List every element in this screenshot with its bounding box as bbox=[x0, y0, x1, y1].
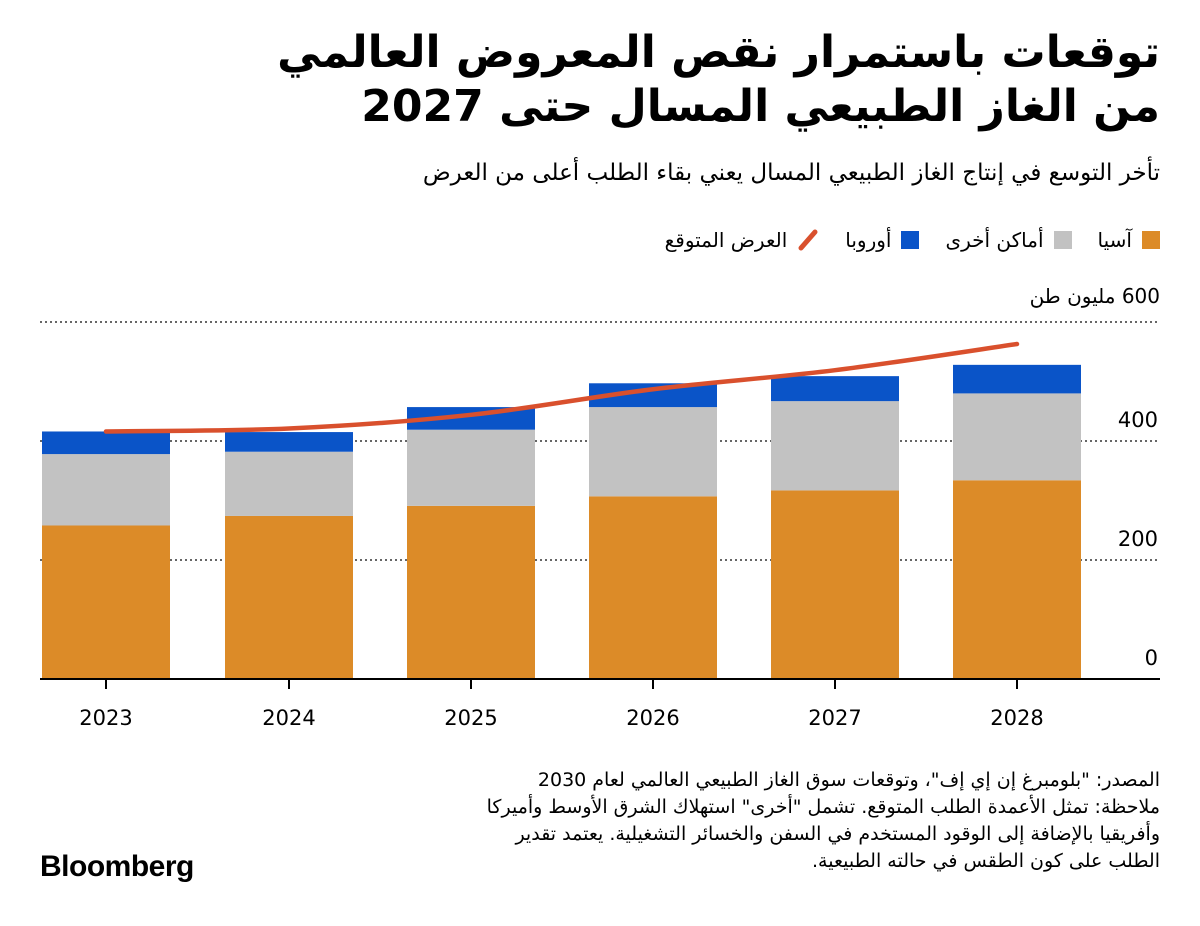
x-tick-label-2028: 2028 bbox=[990, 706, 1043, 730]
legend-line-swatch-supply bbox=[798, 229, 818, 251]
legend: آسيا أماكن أخرى أوروبا العرض المتوقع bbox=[665, 228, 1160, 252]
bar-other-2026 bbox=[589, 407, 717, 497]
legend-swatch-europe bbox=[901, 231, 920, 249]
bar-other-2028 bbox=[953, 393, 1081, 481]
chart-title: توقعات باستمرار نقص المعروض العالمي من ا… bbox=[40, 26, 1160, 134]
legend-label-other: أماكن أخرى bbox=[945, 228, 1044, 252]
title-line-1: توقعات باستمرار نقص المعروض العالمي bbox=[277, 27, 1160, 78]
y-tick-label-200: 200 bbox=[1118, 527, 1158, 551]
x-tick-label-2026: 2026 bbox=[626, 706, 679, 730]
bar-europe-2027 bbox=[771, 376, 899, 402]
bar-asia-2026 bbox=[589, 496, 717, 679]
x-tick-label-2023: 2023 bbox=[79, 706, 132, 730]
chart-subtitle: تأخر التوسع في إنتاج الغاز الطبيعي المسا… bbox=[422, 160, 1160, 186]
y-tick-label-0: 0 bbox=[1145, 646, 1158, 670]
y-axis-unit-label: 600 مليون طن bbox=[1029, 284, 1160, 308]
bar-other-2025 bbox=[407, 429, 535, 506]
x-tick-label-2024: 2024 bbox=[262, 706, 315, 730]
bar-asia-2024 bbox=[225, 515, 353, 679]
legend-item-europe: أوروبا bbox=[845, 228, 920, 252]
footnotes: المصدر: "بلومبرغ إن إي إف"، وتوقعات سوق … bbox=[280, 767, 1160, 875]
bloomberg-logo: Bloomberg bbox=[40, 850, 194, 883]
line-supply bbox=[103, 341, 1020, 434]
title-line-2: من الغاز الطبيعي المسال حتى 2027 bbox=[361, 81, 1160, 132]
note-line-3: الطلب على كون الطقس في حالته الطبيعية. bbox=[811, 850, 1160, 872]
legend-item-asia: آسيا bbox=[1098, 228, 1160, 252]
note-line-2: وأفريقيا بالإضافة إلى الوقود المستخدم في… bbox=[515, 823, 1160, 845]
bar-asia-2027 bbox=[771, 490, 899, 679]
x-tick-label-2025: 2025 bbox=[444, 706, 497, 730]
y-tick-label-400: 400 bbox=[1118, 408, 1158, 432]
bar-europe-2026 bbox=[589, 383, 717, 408]
legend-swatch-asia bbox=[1142, 231, 1160, 249]
note-line-1: ملاحظة: تمثل الأعمدة الطلب المتوقع. تشمل… bbox=[486, 796, 1160, 818]
legend-label-supply: العرض المتوقع bbox=[664, 228, 788, 252]
legend-label-europe: أوروبا bbox=[845, 228, 892, 252]
bar-other-2024 bbox=[225, 451, 353, 516]
bar-other-2027 bbox=[771, 401, 899, 491]
bar-other-2023 bbox=[42, 454, 170, 526]
legend-item-other: أماكن أخرى bbox=[945, 228, 1072, 252]
source-note: المصدر: "بلومبرغ إن إي إف"، وتوقعات سوق … bbox=[537, 769, 1160, 791]
legend-label-asia: آسيا bbox=[1097, 228, 1132, 252]
legend-item-supply: العرض المتوقع bbox=[665, 228, 820, 252]
legend-swatch-other bbox=[1053, 231, 1072, 249]
x-tick-label-2027: 2027 bbox=[808, 706, 861, 730]
bar-asia-2025 bbox=[407, 505, 535, 679]
bar-europe-2028 bbox=[953, 364, 1081, 394]
bar-asia-2023 bbox=[42, 525, 170, 679]
bar-europe-2023 bbox=[42, 431, 170, 455]
bar-europe-2024 bbox=[225, 432, 353, 452]
bar-asia-2028 bbox=[953, 480, 1081, 679]
